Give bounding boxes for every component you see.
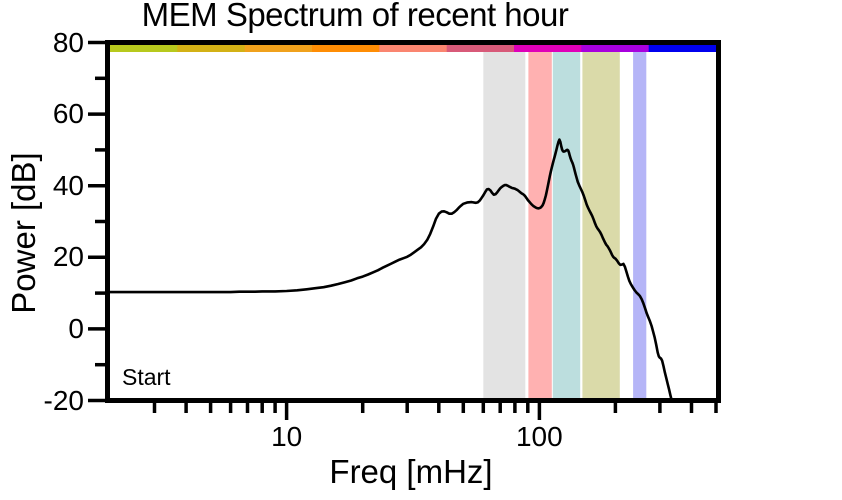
colorbar-segment-8 — [581, 45, 650, 52]
y-tick-label-20: 20 — [52, 241, 84, 273]
plot-frame — [105, 40, 721, 403]
colorbar-segment-1 — [110, 45, 178, 52]
y-tick-label-60: 60 — [52, 98, 84, 130]
x-tick-label-10: 10 — [271, 421, 303, 452]
band-pink — [528, 52, 552, 398]
colorbar-segment-9 — [648, 45, 716, 52]
x-axis-title: Freq [mHz] — [329, 453, 493, 490]
colorbar-segment-7 — [514, 45, 582, 52]
chart-title: MEM Spectrum of recent hour — [141, 0, 569, 33]
colorbar-segment-2 — [177, 45, 246, 52]
y-tick-label--20: -20 — [43, 384, 84, 416]
band-khaki — [582, 52, 620, 398]
band-gray — [483, 52, 526, 398]
plot-area — [110, 45, 716, 398]
y-tick-label-80: 80 — [52, 26, 84, 58]
colorbar-segment-4 — [312, 45, 380, 52]
y-tick-label-0: 0 — [68, 312, 84, 344]
x-tick-label-100: 100 — [515, 421, 563, 452]
y-tick-label-40: 40 — [52, 169, 84, 201]
mem-spectrum-curve — [110, 138, 673, 398]
band-teal — [552, 52, 581, 398]
colorbar-segment-6 — [446, 45, 515, 52]
start-annotation: Start — [122, 364, 171, 390]
colorbar-segment-3 — [244, 45, 313, 52]
colorbar-segment-5 — [379, 45, 448, 52]
band-purple — [633, 52, 647, 398]
